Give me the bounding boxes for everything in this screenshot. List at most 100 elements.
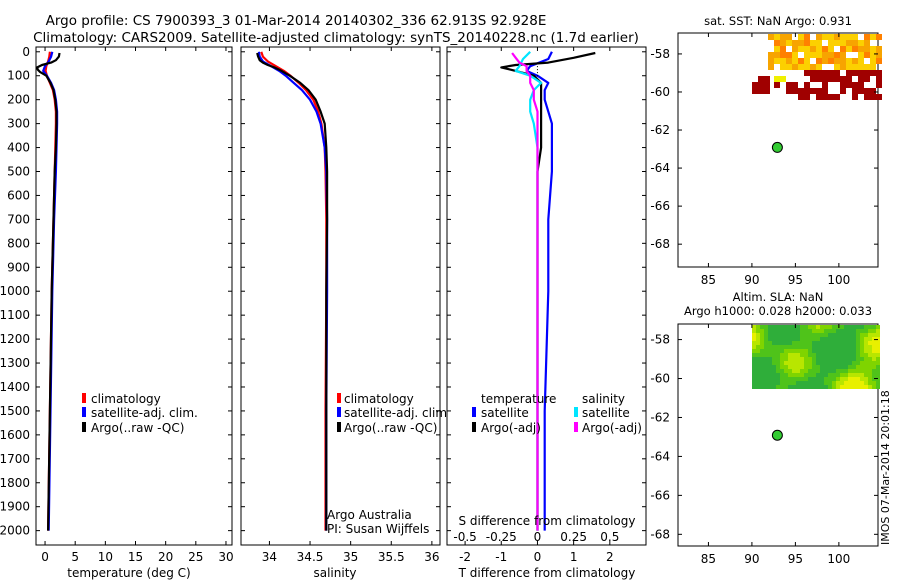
sst-cell bbox=[792, 88, 798, 94]
sla-cell bbox=[768, 353, 772, 357]
sla-cell bbox=[792, 337, 796, 341]
x-tick-label: 20 bbox=[158, 550, 173, 564]
sst-cell bbox=[780, 34, 786, 40]
sla-cell bbox=[864, 329, 868, 333]
map-x-tick-label: 95 bbox=[788, 273, 803, 287]
sla-cell bbox=[796, 329, 800, 333]
sla-cell bbox=[796, 349, 800, 353]
sla-cell bbox=[844, 377, 848, 381]
sla-cell bbox=[812, 329, 816, 333]
sla-cell bbox=[804, 385, 808, 389]
sla-cell bbox=[804, 353, 808, 357]
sla-cell bbox=[860, 357, 864, 361]
sla-cell bbox=[780, 345, 784, 349]
sst-cell bbox=[774, 82, 780, 88]
sla-cell bbox=[860, 345, 864, 349]
sla-cell bbox=[828, 325, 832, 329]
sla-cell bbox=[780, 365, 784, 369]
sla-cell bbox=[876, 333, 880, 337]
sla-cell bbox=[788, 337, 792, 341]
sst-cell bbox=[834, 70, 840, 76]
sla-cell bbox=[832, 385, 836, 389]
sla-cell bbox=[820, 377, 824, 381]
sla-cell bbox=[820, 373, 824, 377]
sla-cell bbox=[808, 369, 812, 373]
sla-cell bbox=[828, 357, 832, 361]
sst-cell bbox=[804, 82, 810, 88]
sla-cell bbox=[816, 337, 820, 341]
sst-y-ticks: -58 -60 -62 -64 -66 -68 bbox=[650, 47, 878, 251]
sst-cell bbox=[870, 70, 876, 76]
sla-cell bbox=[844, 329, 848, 333]
sla-cell bbox=[852, 333, 856, 337]
sla-cell bbox=[784, 337, 788, 341]
sla-cell bbox=[872, 333, 876, 337]
sla-cell bbox=[812, 373, 816, 377]
sst-cell bbox=[846, 40, 852, 46]
sla-cell bbox=[836, 337, 840, 341]
sla-cell bbox=[796, 373, 800, 377]
sla-cell bbox=[804, 345, 808, 349]
sst-cell bbox=[804, 88, 810, 94]
sla-cell bbox=[868, 373, 872, 377]
sla-cell bbox=[792, 325, 796, 329]
sla-cell bbox=[788, 345, 792, 349]
sla-cell bbox=[816, 377, 820, 381]
sla-cell bbox=[864, 345, 868, 349]
sst-cell bbox=[858, 58, 864, 64]
sla-cell bbox=[856, 333, 860, 337]
sla-cell bbox=[868, 385, 872, 389]
legend-label-t-satellite: satellite bbox=[481, 406, 529, 420]
sla-cell bbox=[792, 353, 796, 357]
sla-cell bbox=[828, 373, 832, 377]
sla-cell bbox=[756, 337, 760, 341]
sla-cell bbox=[840, 381, 844, 385]
sla-cell bbox=[752, 377, 756, 381]
sla-cell bbox=[784, 353, 788, 357]
sla-cell bbox=[820, 381, 824, 385]
sla-cell bbox=[812, 369, 816, 373]
sla-cell bbox=[824, 373, 828, 377]
sla-cell bbox=[876, 361, 880, 365]
sla-cell bbox=[800, 345, 804, 349]
sla-cell bbox=[784, 385, 788, 389]
sla-cell bbox=[872, 341, 876, 345]
sla-cell bbox=[840, 341, 844, 345]
map-y-tick-label: -60 bbox=[650, 372, 670, 386]
sst-cell bbox=[792, 46, 798, 52]
x2-tick-label: 0 bbox=[534, 530, 542, 544]
sst-cell bbox=[858, 82, 864, 88]
sla-cell bbox=[816, 357, 820, 361]
sla-cell bbox=[780, 341, 784, 345]
sla-cell bbox=[784, 345, 788, 349]
sla-cell bbox=[864, 373, 868, 377]
sla-cell bbox=[764, 373, 768, 377]
sla-cell bbox=[820, 357, 824, 361]
sla-cell bbox=[760, 325, 764, 329]
sla-cell bbox=[760, 349, 764, 353]
x-tick-label: -2 bbox=[459, 550, 471, 564]
sla-cell bbox=[828, 333, 832, 337]
sla-cell bbox=[760, 377, 764, 381]
sla-cell bbox=[816, 361, 820, 365]
sla-cell bbox=[860, 365, 864, 369]
sla-cell bbox=[796, 369, 800, 373]
sst-cell bbox=[804, 34, 810, 40]
sla-cell bbox=[788, 361, 792, 365]
map-y-tick-label: -60 bbox=[650, 85, 670, 99]
sst-cell bbox=[816, 88, 822, 94]
sla-cell bbox=[824, 333, 828, 337]
sla-cell bbox=[832, 353, 836, 357]
sst-cell bbox=[864, 76, 870, 82]
sla-cell bbox=[772, 377, 776, 381]
salinity-x-ticks: 34 34.5 35 35.5 36 bbox=[262, 47, 440, 564]
sla-cell bbox=[796, 353, 800, 357]
sst-cell bbox=[810, 64, 816, 70]
sst-cell bbox=[822, 88, 828, 94]
sla-cell bbox=[856, 353, 860, 357]
sla-cell bbox=[780, 353, 784, 357]
sla-cell bbox=[808, 365, 812, 369]
sla-cell bbox=[820, 365, 824, 369]
sst-cell bbox=[876, 76, 882, 82]
sla-cell bbox=[804, 341, 808, 345]
